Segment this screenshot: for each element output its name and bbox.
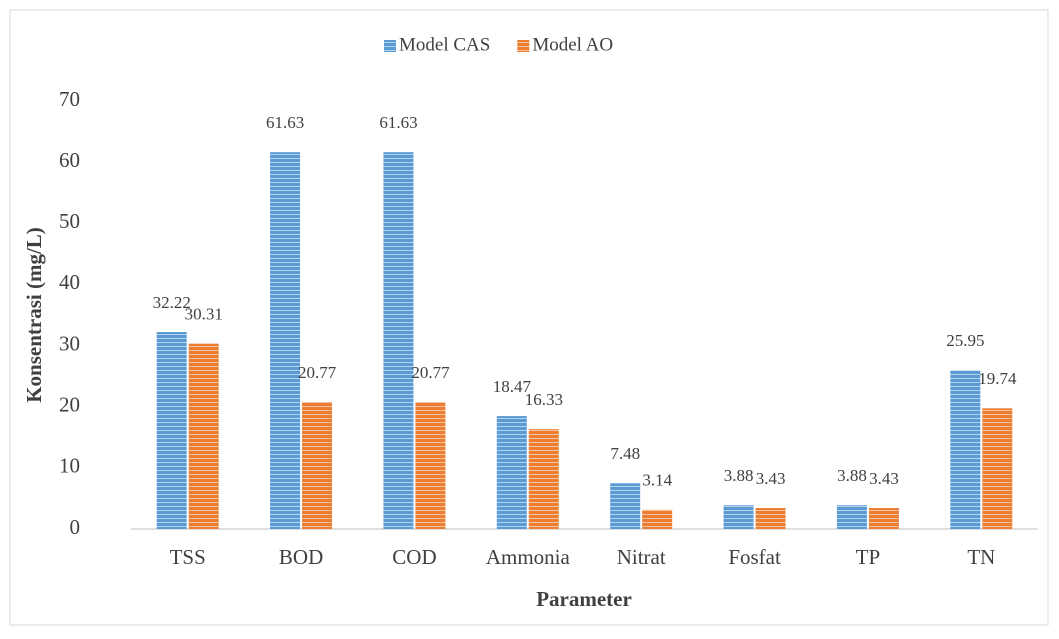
bar — [755, 508, 786, 529]
legend-swatch — [517, 40, 530, 52]
bar — [528, 429, 559, 529]
data-label: 61.63 — [266, 113, 304, 132]
data-label: 61.63 — [379, 113, 417, 132]
bar — [868, 508, 899, 529]
y-axis-label: Konsentrasi (mg/L) — [22, 227, 46, 403]
legend-label: Model CAS — [399, 34, 490, 55]
y-tick-label: 20 — [59, 393, 80, 417]
data-label: 25.95 — [946, 331, 984, 350]
data-label: 3.43 — [869, 469, 899, 488]
bar — [270, 152, 301, 529]
bar — [496, 416, 527, 529]
y-tick-label: 40 — [59, 270, 80, 294]
x-tick-label: TP — [856, 545, 881, 569]
bar — [383, 152, 414, 529]
bar — [642, 509, 673, 529]
x-tick-label: Nitrat — [617, 545, 666, 569]
x-tick-label: COD — [392, 545, 436, 569]
bar — [950, 370, 981, 529]
x-tick-label: BOD — [279, 545, 323, 569]
bar — [982, 408, 1013, 529]
data-label: 3.88 — [837, 466, 867, 485]
bar — [156, 331, 187, 529]
chart-frame — [9, 9, 1049, 626]
y-tick-label: 10 — [59, 454, 80, 478]
bar — [415, 402, 446, 529]
bar — [610, 483, 641, 529]
data-label: 20.77 — [298, 363, 337, 382]
legend-label: Model AO — [532, 34, 613, 55]
y-tick-label: 0 — [70, 515, 81, 539]
y-tick-label: 60 — [59, 148, 80, 172]
data-label: 7.48 — [610, 444, 640, 463]
y-tick-label: 30 — [59, 331, 80, 355]
data-label: 3.14 — [642, 471, 672, 490]
data-label: 3.43 — [756, 469, 786, 488]
x-axis-label: Parameter — [536, 587, 632, 611]
x-tick-label: TN — [967, 545, 995, 569]
x-tick-label: Fosfat — [728, 545, 781, 569]
bar — [836, 505, 867, 529]
data-label: 18.47 — [493, 377, 532, 396]
data-label: 30.31 — [185, 305, 223, 324]
x-tick-label: Ammonia — [486, 545, 571, 569]
bar — [723, 505, 754, 529]
data-label: 32.22 — [153, 293, 191, 312]
y-tick-label: 70 — [59, 87, 80, 111]
data-label: 3.88 — [724, 466, 754, 485]
data-label: 19.74 — [978, 369, 1017, 388]
legend-swatch — [384, 40, 396, 52]
bar — [188, 343, 219, 529]
bar — [302, 402, 333, 529]
data-label: 16.33 — [525, 390, 563, 409]
y-tick-label: 50 — [59, 209, 80, 233]
x-tick-label: TSS — [170, 545, 206, 569]
data-label: 20.77 — [411, 363, 450, 382]
